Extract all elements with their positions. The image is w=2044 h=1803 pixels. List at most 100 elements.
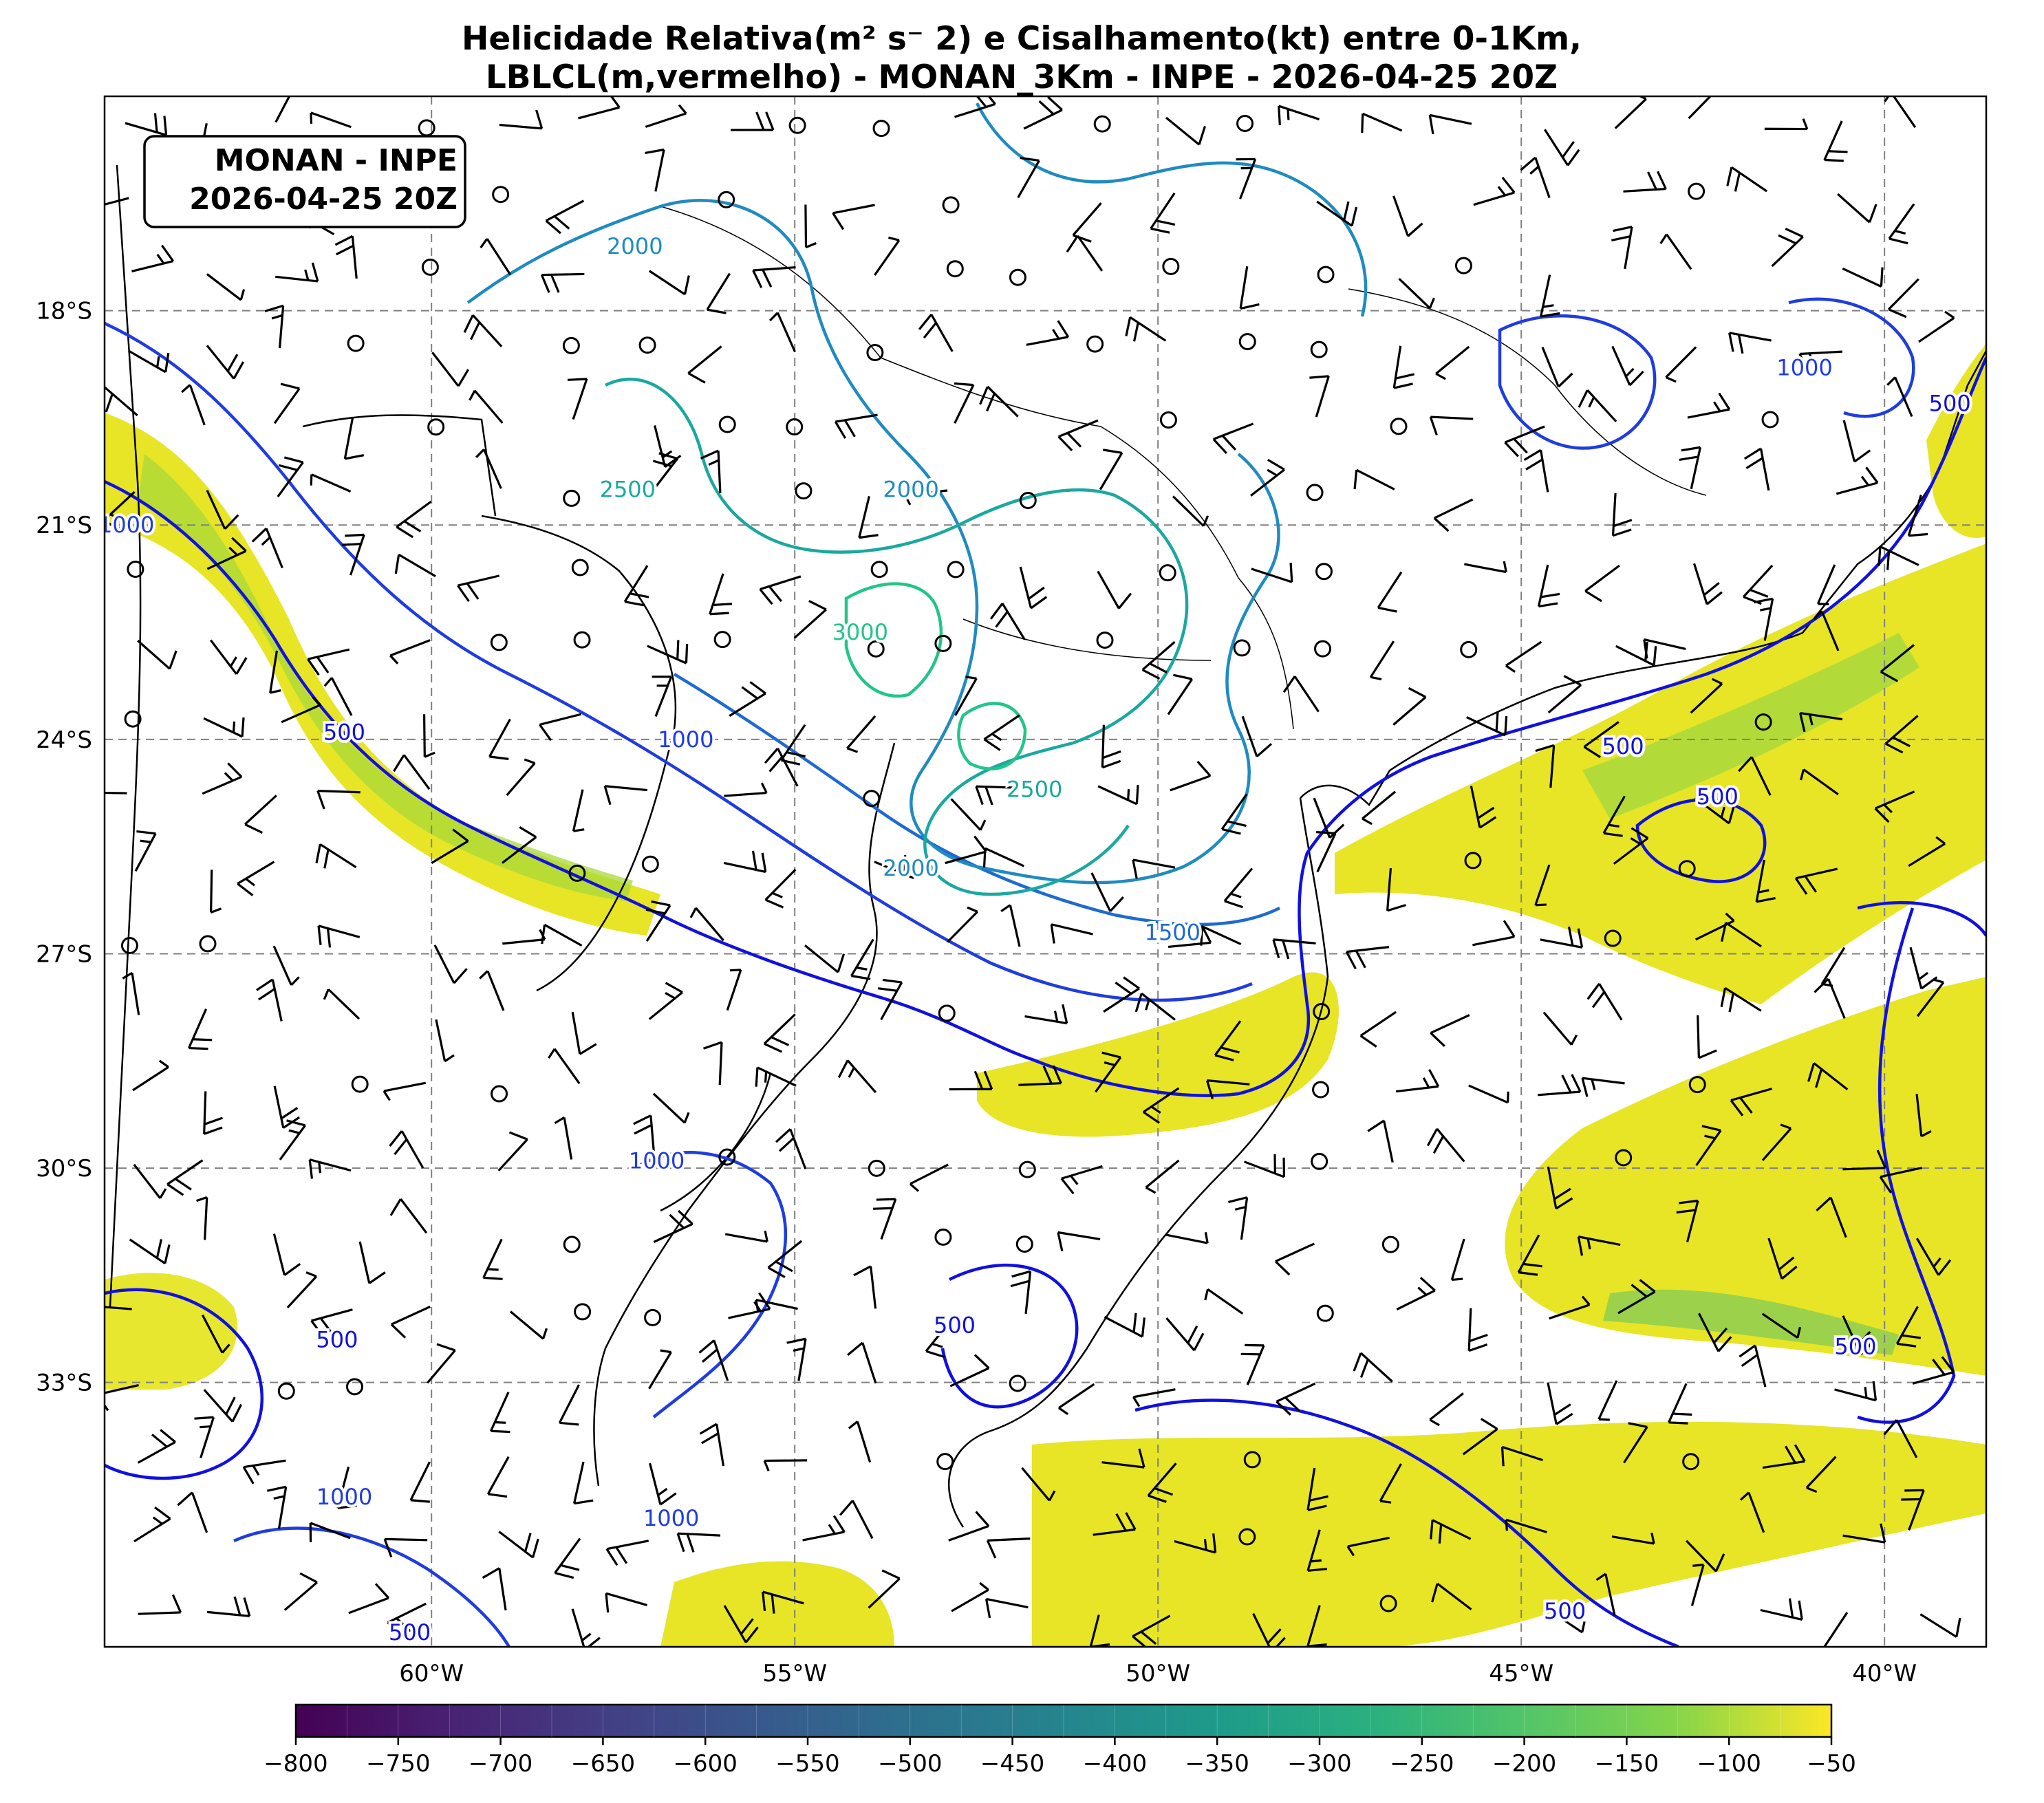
- wind-barb: [868, 1569, 901, 1609]
- wind-barb: [105, 1383, 139, 1412]
- wind-barb: [1024, 1004, 1068, 1025]
- wind-barb: [310, 1308, 353, 1337]
- calm-wind-circle: [1390, 418, 1408, 435]
- calm-wind-circle: [492, 186, 510, 204]
- wind-barb: [1450, 1238, 1465, 1282]
- wind-barb: [1613, 827, 1649, 865]
- border-bolivia: [302, 414, 497, 517]
- wind-barb: [954, 382, 975, 424]
- calm-wind-circle: [568, 864, 586, 882]
- lcl-contour-2500: [604, 377, 1189, 896]
- wind-barb: [206, 1596, 251, 1617]
- calm-wind-circle: [347, 334, 365, 352]
- wind-barb: [1842, 1149, 1886, 1171]
- colorbar-tick-label: −250: [1390, 1750, 1454, 1778]
- wind-barb: [729, 681, 766, 717]
- contour-label: 1000: [658, 726, 713, 753]
- wind-barb: [946, 906, 978, 943]
- wind-barb: [1690, 678, 1723, 714]
- wind-barb: [1611, 493, 1633, 537]
- wind-barb: [904, 489, 948, 506]
- wind-barb: [137, 640, 177, 670]
- wind-barb: [133, 1506, 171, 1543]
- wind-barb: [502, 826, 537, 864]
- wind-barb: [203, 1091, 224, 1135]
- wind-barb: [1915, 1094, 1932, 1138]
- wind-barb: [358, 1241, 386, 1284]
- wind-barb: [387, 1602, 427, 1637]
- calm-wind-circle: [795, 482, 813, 500]
- wind-barb: [1505, 640, 1542, 673]
- wind-barb: [1026, 320, 1070, 346]
- wind-barb: [804, 944, 846, 973]
- wind-barb: [269, 650, 281, 694]
- wind-barb: [1250, 458, 1285, 497]
- wind-barb: [645, 148, 665, 192]
- wind-barb: [689, 907, 724, 942]
- colorbar-tick-label: −800: [263, 1750, 327, 1778]
- calm-wind-circle: [1754, 713, 1772, 731]
- wind-barb: [1104, 1313, 1145, 1338]
- wind-barb: [989, 603, 1026, 640]
- wind-barb: [834, 413, 878, 439]
- wind-barb: [463, 314, 503, 347]
- calm-wind-circle: [1317, 266, 1335, 283]
- wind-barb: [1398, 278, 1435, 310]
- wind-barb: [1241, 715, 1273, 757]
- wind-barb: [286, 1271, 318, 1309]
- wind-barb: [1807, 1062, 1849, 1091]
- wind-barb: [1577, 1235, 1621, 1256]
- calm-wind-circle: [1159, 411, 1177, 429]
- wind-barb: [541, 923, 583, 947]
- wind-barb: [210, 870, 222, 914]
- wind-barb: [1278, 105, 1320, 126]
- lcl-contour-1000-sw: [233, 1526, 510, 1647]
- colorbar-tick-label: −650: [571, 1750, 635, 1778]
- wind-barb: [105, 1306, 132, 1310]
- helicity-shading: [105, 344, 1986, 1647]
- lon-tick-label: 55°W: [762, 1660, 827, 1687]
- contour-label: 3000: [832, 619, 888, 645]
- calm-wind-circle: [124, 710, 142, 728]
- wind-barb: [571, 1608, 601, 1647]
- calm-wind-circle: [1310, 341, 1328, 358]
- wind-barb: [1010, 1270, 1032, 1315]
- calm-wind-circle: [1313, 1002, 1331, 1020]
- map-frame: [103, 95, 1988, 1648]
- wind-barb: [633, 1114, 656, 1158]
- wind-barb: [275, 262, 319, 283]
- wind-barb: [317, 925, 361, 948]
- wind-barb: [698, 1339, 729, 1381]
- wind-barb: [572, 789, 585, 832]
- contour-labels: 500 1000 2000 2000 2500 3000 2500 2000 1500 500 50…: [105, 230, 1974, 1647]
- wind-barb: [1345, 946, 1390, 970]
- calm-wind-circle: [1316, 1304, 1334, 1322]
- wind-barb: [1720, 986, 1762, 1013]
- wind-barb: [310, 111, 352, 129]
- colorbar-tick-label: −100: [1697, 1750, 1761, 1778]
- wind-barb: [1165, 1317, 1205, 1352]
- lon-tick-label: 40°W: [1852, 1660, 1917, 1687]
- wind-barb: [1019, 566, 1048, 609]
- calm-wind-circle: [1460, 640, 1478, 658]
- wind-barb: [1880, 644, 1915, 682]
- wind-barb: [206, 537, 247, 570]
- wind-barb: [122, 971, 140, 1015]
- wind-barb: [1534, 864, 1551, 907]
- wind-barb: [925, 1317, 954, 1359]
- wind-barb: [1798, 350, 1842, 372]
- wind-barb: [793, 600, 827, 639]
- wind-barb: [1886, 376, 1913, 418]
- wind-barb: [1464, 561, 1507, 574]
- wind-barb: [1874, 790, 1915, 823]
- calm-wind-circle: [1159, 564, 1176, 582]
- wind-barb: [1095, 1051, 1122, 1093]
- wind-barb: [457, 574, 500, 603]
- wind-barb: [1918, 310, 1955, 343]
- wind-barb: [1021, 1467, 1056, 1502]
- helicity-west-low: [105, 1273, 238, 1390]
- colorbar-ticks: −800 −750 −700 −650 −600 −550 −500 −450 −400 −350…: [263, 1705, 1856, 1778]
- wind-barb: [1764, 118, 1809, 131]
- lcl-contour-northeast: [1498, 297, 1915, 450]
